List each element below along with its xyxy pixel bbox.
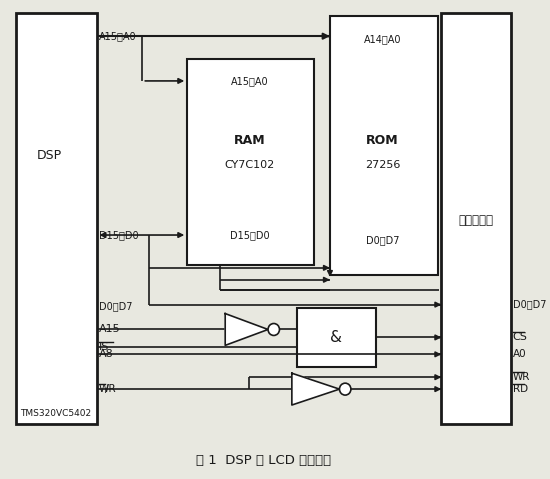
- Text: CS: CS: [513, 332, 527, 342]
- Text: A14～A0: A14～A0: [364, 34, 401, 44]
- Bar: [330, 16, 438, 275]
- Text: A15～A0: A15～A0: [98, 31, 136, 41]
- Text: &: &: [329, 330, 342, 345]
- Text: TMS320VC5402: TMS320VC5402: [20, 410, 91, 419]
- Text: /R: /R: [105, 384, 116, 394]
- Text: CY7C102: CY7C102: [225, 160, 275, 171]
- Text: RD: RD: [513, 384, 528, 394]
- Text: D0～D7: D0～D7: [98, 302, 132, 312]
- Text: 27256: 27256: [365, 160, 400, 171]
- Text: D0～D7: D0～D7: [366, 235, 399, 245]
- Text: 液晶显示屏: 液晶显示屏: [458, 214, 493, 227]
- Polygon shape: [225, 314, 268, 345]
- Text: DSP: DSP: [36, 149, 62, 162]
- Text: 图 1  DSP 与 LCD 接口电路: 图 1 DSP 与 LCD 接口电路: [196, 454, 331, 467]
- Bar: [442, 13, 511, 424]
- Text: RAM: RAM: [234, 134, 266, 147]
- Bar: [187, 59, 313, 265]
- Text: A15～A0: A15～A0: [231, 76, 269, 86]
- Text: A8: A8: [98, 349, 113, 359]
- Text: IS: IS: [98, 342, 109, 353]
- Text: W: W: [98, 384, 109, 394]
- Text: D15～D0: D15～D0: [230, 230, 270, 240]
- Circle shape: [268, 323, 279, 335]
- Circle shape: [339, 383, 351, 395]
- Polygon shape: [292, 373, 339, 405]
- Text: A15: A15: [98, 324, 120, 334]
- Text: WR: WR: [513, 372, 530, 382]
- Bar: [15, 13, 97, 424]
- Text: D0～D7: D0～D7: [513, 300, 546, 309]
- Text: A0: A0: [513, 349, 526, 359]
- Bar: [296, 308, 376, 367]
- Text: ROM: ROM: [366, 134, 399, 147]
- Text: D15～D0: D15～D0: [98, 230, 138, 240]
